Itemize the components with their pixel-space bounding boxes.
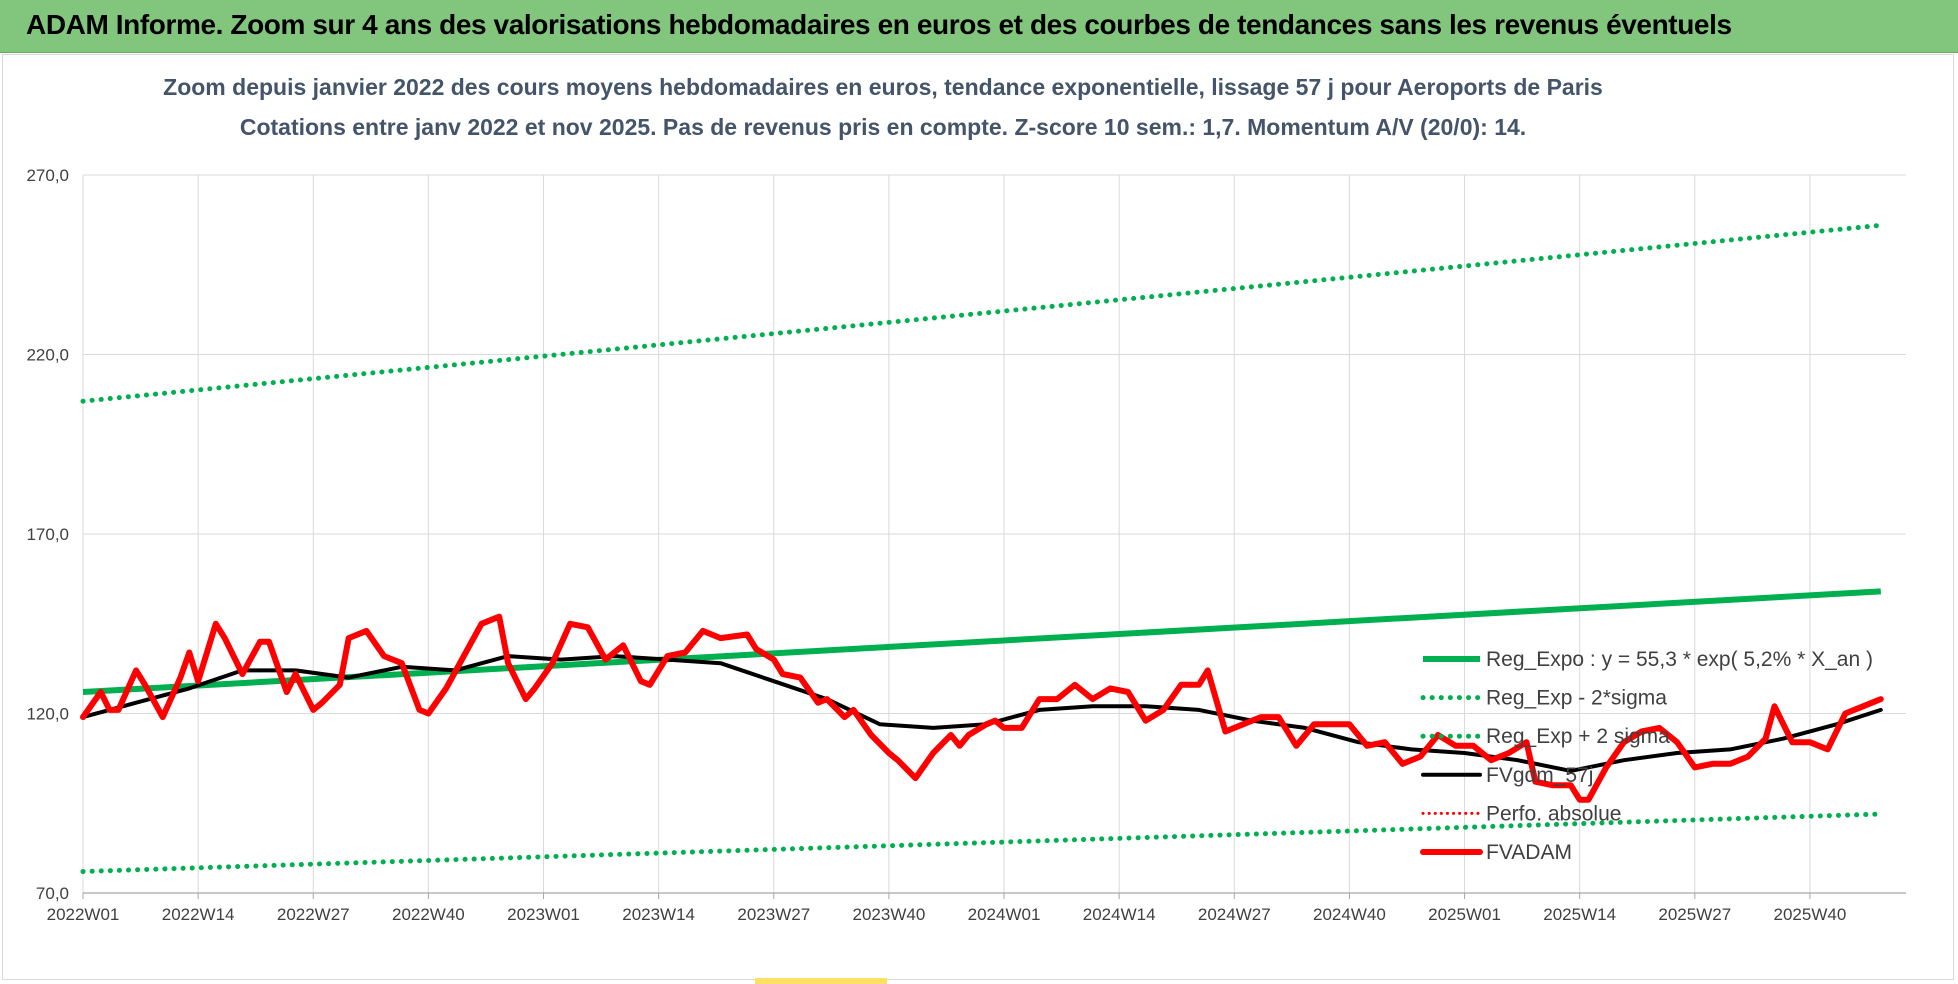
x-tick-label: 2025W40 — [1774, 905, 1847, 924]
legend-label: Reg_Exp + 2 sigma — [1486, 725, 1670, 748]
chart-title: Zoom depuis janvier 2022 des cours moyen… — [163, 74, 1603, 100]
x-tick-label: 2023W14 — [622, 905, 695, 924]
x-tick-label: 2023W40 — [853, 905, 926, 924]
chart-subtitle: Cotations entre janv 2022 et nov 2025. P… — [240, 114, 1526, 140]
y-tick-label: 220,0 — [26, 346, 69, 365]
axes: 70,0 120,0 170,0 220,0 270,0 2022W01 2022W14 20… — [26, 166, 1906, 924]
accent-bar — [755, 978, 887, 984]
chart-container: Zoom depuis janvier 2022 des cours moyen… — [2, 54, 1954, 980]
x-tick-label: 2024W01 — [968, 905, 1041, 924]
x-tick-label: 2023W27 — [737, 905, 810, 924]
legend-label: FVADAM — [1486, 841, 1572, 864]
x-tick-label: 2025W14 — [1543, 905, 1616, 924]
y-tick-label: 170,0 — [26, 525, 69, 544]
x-tick-label: 2022W01 — [47, 905, 120, 924]
legend: Reg_Expo : y = 55,3 * exp( 5,2% * X_an )… — [1420, 648, 1873, 864]
series-line-5 — [80, 613, 1884, 803]
series-group — [80, 222, 1884, 874]
y-tick-label: 270,0 — [26, 166, 69, 185]
series-line-0 — [82, 588, 1881, 695]
series-line-1 — [80, 811, 1884, 874]
report-banner: ADAM Informe. Zoom sur 4 ans des valoris… — [0, 0, 1958, 53]
x-tick-label: 2022W40 — [392, 905, 465, 924]
chart: Zoom depuis janvier 2022 des cours moyen… — [26, 74, 1906, 924]
legend-label: Reg_Exp - 2*sigma — [1486, 687, 1667, 710]
y-tick-label: 120,0 — [26, 705, 69, 724]
series-line-2 — [80, 222, 1884, 404]
x-tick-label: 2024W40 — [1313, 905, 1386, 924]
report-title: ADAM Informe. Zoom sur 4 ans des valoris… — [26, 9, 1732, 40]
x-tick-label: 2024W27 — [1198, 905, 1271, 924]
grid — [82, 174, 1906, 894]
x-tick-label: 2025W01 — [1428, 905, 1501, 924]
x-tick-label: 2022W14 — [162, 905, 235, 924]
y-tick-label: 70,0 — [36, 884, 69, 903]
x-tick-label: 2025W27 — [1658, 905, 1731, 924]
legend-label: Perfo. absolue — [1486, 802, 1621, 825]
x-tick-label: 2022W27 — [277, 905, 350, 924]
x-tick-label: 2023W01 — [507, 905, 580, 924]
x-tick-label: 2024W14 — [1083, 905, 1156, 924]
legend-label: FVgdm_57j — [1486, 764, 1593, 787]
legend-label: Reg_Expo : y = 55,3 * exp( 5,2% * X_an ) — [1486, 648, 1873, 671]
